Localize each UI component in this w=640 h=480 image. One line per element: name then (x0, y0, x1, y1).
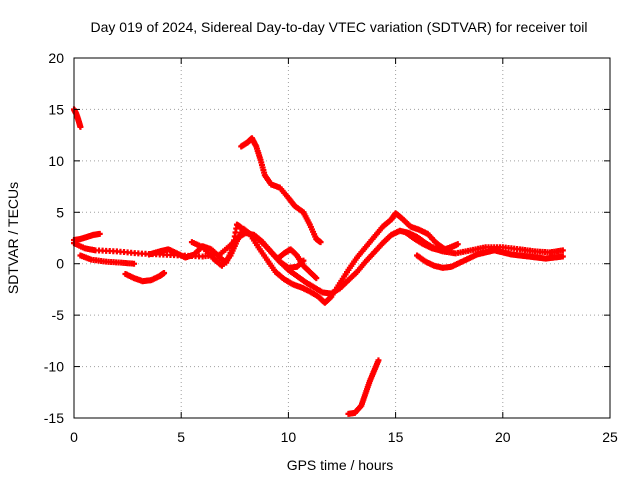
y-tick-label: -5 (52, 307, 65, 323)
y-tick-label: 5 (56, 204, 64, 220)
series-track-e (122, 269, 168, 285)
series-track-l (414, 247, 566, 271)
y-tick-label: 10 (48, 153, 64, 169)
data-point (454, 241, 461, 248)
data-point (131, 260, 138, 267)
axis-ticks: 0 5 10 15 20 25 -15 -10 -5 0 5 10 15 20 (44, 50, 618, 445)
data-point (559, 253, 566, 260)
chart-title: Day 019 of 2024, Sidereal Day-to-day VTE… (91, 19, 588, 35)
series-track-f (146, 221, 245, 266)
x-tick-label: 20 (495, 429, 511, 445)
series-track-d (77, 252, 138, 267)
x-tick-label: 0 (70, 429, 78, 445)
plot-frame (73, 57, 611, 419)
x-tick-label: 5 (177, 429, 185, 445)
data-point (317, 239, 324, 246)
data-points (71, 106, 566, 417)
data-point (559, 247, 566, 254)
data-point (375, 357, 382, 364)
data-point (77, 123, 84, 130)
series-track-k (345, 357, 382, 417)
x-tick-label: 25 (602, 429, 618, 445)
y-tick-label: 20 (48, 50, 64, 66)
data-point (161, 269, 168, 276)
series-track-j (238, 135, 324, 246)
x-tick-label: 10 (281, 429, 297, 445)
data-point (313, 275, 320, 282)
series-track-m (403, 229, 461, 254)
y-tick-label: 0 (56, 256, 64, 272)
series-track-i (274, 246, 320, 282)
series-track-g (188, 210, 459, 306)
y-tick-label: 15 (48, 101, 64, 117)
series-track-b (71, 230, 103, 244)
x-tick-label: 15 (388, 429, 404, 445)
y-tick-label: -10 (44, 359, 64, 375)
grid-lines (74, 58, 610, 418)
x-axis-label: GPS time / hours (287, 457, 394, 473)
y-axis-label: SDTVAR / TECUs (5, 182, 21, 294)
y-tick-label: -15 (44, 410, 64, 426)
data-point (96, 230, 103, 237)
